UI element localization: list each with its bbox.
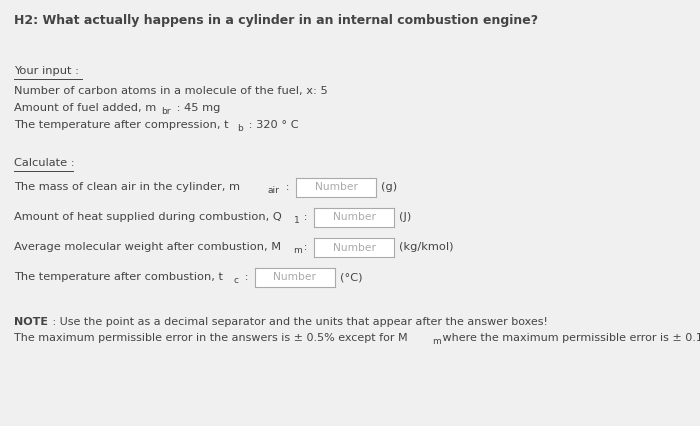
Text: The mass of clean air in the cylinder, m: The mass of clean air in the cylinder, m — [14, 182, 240, 192]
Text: (J): (J) — [399, 212, 411, 222]
Text: 1: 1 — [294, 216, 300, 225]
Text: NOTE: NOTE — [14, 317, 48, 327]
Text: where the maximum permissible error is ± 0.1%.: where the maximum permissible error is ±… — [439, 333, 700, 343]
Text: Calculate :: Calculate : — [14, 158, 75, 168]
Text: air: air — [268, 186, 280, 195]
Text: b: b — [237, 124, 243, 133]
Text: m: m — [432, 337, 441, 346]
Text: H2: What actually happens in a cylinder in an internal combustion engine?: H2: What actually happens in a cylinder … — [14, 14, 538, 27]
Text: Number: Number — [332, 242, 375, 253]
Text: Number: Number — [274, 273, 316, 282]
Text: (°C): (°C) — [340, 272, 363, 282]
Text: (g): (g) — [381, 182, 397, 192]
Text: : 320 ° C: : 320 ° C — [245, 120, 299, 130]
Text: Average molecular weight after combustion, M: Average molecular weight after combustio… — [14, 242, 281, 252]
Text: Amount of heat supplied during combustion, Q: Amount of heat supplied during combustio… — [14, 212, 281, 222]
Text: : Use the point as a decimal separator and the units that appear after the answe: : Use the point as a decimal separator a… — [49, 317, 548, 327]
Text: The maximum permissible error in the answers is ± 0.5% except for M: The maximum permissible error in the ans… — [14, 333, 407, 343]
Text: br: br — [161, 107, 171, 116]
Text: :: : — [300, 212, 307, 222]
Text: Number: Number — [314, 182, 358, 193]
Text: : 45 mg: : 45 mg — [173, 103, 220, 113]
Text: The temperature after compression, t: The temperature after compression, t — [14, 120, 229, 130]
Text: The temperature after combustion, t: The temperature after combustion, t — [14, 272, 223, 282]
Text: Number of carbon atoms in a molecule of the fuel, x: 5: Number of carbon atoms in a molecule of … — [14, 86, 328, 96]
Text: (kg/kmol): (kg/kmol) — [399, 242, 454, 252]
Text: :: : — [300, 242, 307, 252]
Text: Amount of fuel added, m: Amount of fuel added, m — [14, 103, 156, 113]
Text: :: : — [282, 182, 290, 192]
Text: c: c — [234, 276, 239, 285]
Text: Number: Number — [332, 213, 375, 222]
Text: m: m — [293, 246, 302, 255]
Text: :: : — [241, 272, 248, 282]
Text: Your input :: Your input : — [14, 66, 79, 76]
